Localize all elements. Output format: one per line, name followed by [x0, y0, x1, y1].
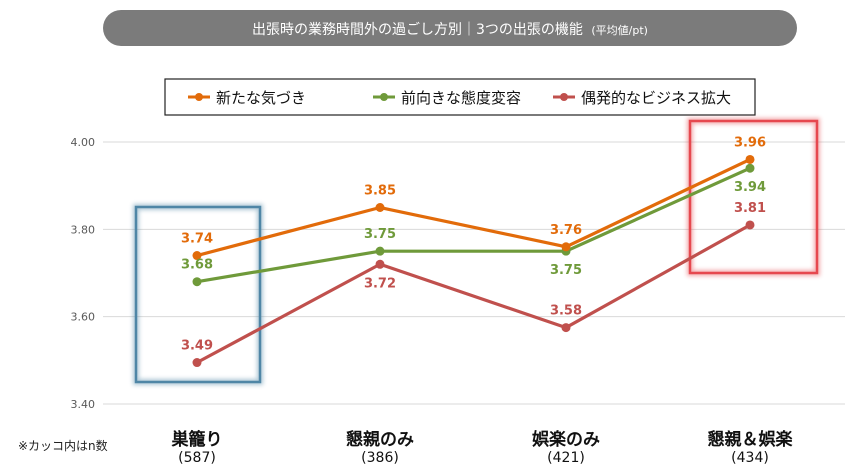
- data-label: 3.76: [550, 223, 582, 238]
- data-point: [192, 251, 202, 261]
- legend-item: 偶発的なビジネス拡大: [553, 89, 731, 107]
- data-point: [561, 242, 571, 252]
- chart-title-main: 出張時の業務時間外の過ごし方別｜3つの出張の機能: [252, 22, 583, 38]
- data-label: 3.75: [364, 227, 396, 242]
- y-tick-label: 3.40: [71, 398, 96, 411]
- data-label: 3.85: [364, 184, 396, 199]
- data-point: [745, 154, 755, 164]
- legend-items: 新たな気づき 前向きな態度変容 偶発的なビジネス拡大: [188, 89, 731, 107]
- footnote: ※カッコ内はn数: [18, 438, 108, 453]
- x-category-count: (421): [547, 450, 585, 466]
- x-category-count: (434): [731, 450, 769, 466]
- data-label: 3.81: [734, 201, 766, 216]
- series-line: [195, 166, 752, 284]
- chart-header: 出張時の業務時間外の過ごし方別｜3つの出張の機能 (平均値/pt): [103, 10, 797, 46]
- x-category-label: 娯楽のみ: [532, 429, 600, 450]
- y-tick-label: 3.80: [71, 223, 96, 236]
- legend-box: [164, 78, 756, 116]
- chart-title-unit: (平均値/pt): [591, 24, 648, 37]
- legend-marker: [380, 93, 388, 101]
- data-label: 3.75: [550, 263, 582, 278]
- data-label: 3.68: [181, 258, 213, 273]
- legend-marker: [560, 93, 568, 101]
- data-point: [192, 358, 202, 368]
- legend-marker: [195, 93, 203, 101]
- data-label: 3.49: [181, 339, 213, 354]
- y-axis-ticks: 3.40 3.60 3.80 4.00: [71, 136, 96, 411]
- series-markers: [192, 154, 755, 368]
- chart-title: 出張時の業務時間外の過ごし方別｜3つの出張の機能 (平均値/pt): [252, 22, 648, 38]
- header-pill: [103, 10, 797, 46]
- series-line: [195, 223, 752, 365]
- series-line: [195, 157, 752, 258]
- highlight-box: [134, 205, 262, 384]
- data-label: 3.94: [734, 180, 766, 195]
- data-point: [561, 323, 571, 333]
- legend-label: 新たな気づき: [216, 89, 306, 107]
- data-point: [375, 259, 385, 269]
- x-category-label: 巣籠り: [171, 429, 223, 450]
- data-point: [192, 277, 202, 287]
- series-lines: [195, 157, 752, 365]
- x-category-count: (386): [361, 450, 399, 466]
- data-point: [375, 203, 385, 212]
- data-label: 3.96: [734, 135, 766, 150]
- x-category-label: 懇親のみ: [346, 429, 414, 450]
- data-labels: 3.74 3.85 3.76 3.96 3.68 3.75 3.75 3.94 3.49 3.72…: [181, 135, 766, 353]
- data-label: 3.58: [550, 304, 582, 319]
- y-tick-label: 4.00: [71, 136, 96, 149]
- x-category-count: (587): [178, 450, 216, 466]
- chart-legend: 新たな気づき 前向きな態度変容 偶発的なビジネス拡大: [164, 78, 756, 116]
- legend-item: 前向きな態度変容: [373, 89, 521, 107]
- legend-label: 偶発的なビジネス拡大: [581, 89, 731, 107]
- data-label: 3.74: [181, 232, 213, 247]
- x-axis-labels: 巣籠り(587) 懇親のみ(386) 娯楽のみ(421) 懇親＆娯楽(434): [171, 429, 794, 466]
- y-tick-label: 3.60: [71, 311, 96, 324]
- data-label: 3.72: [364, 276, 396, 291]
- data-point: [375, 246, 385, 256]
- data-point: [745, 163, 755, 173]
- grid: [103, 141, 845, 405]
- legend-item: 新たな気づき: [188, 89, 306, 107]
- data-point: [745, 220, 755, 230]
- x-category-label: 懇親＆娯楽: [708, 429, 794, 450]
- legend-label: 前向きな態度変容: [401, 89, 521, 107]
